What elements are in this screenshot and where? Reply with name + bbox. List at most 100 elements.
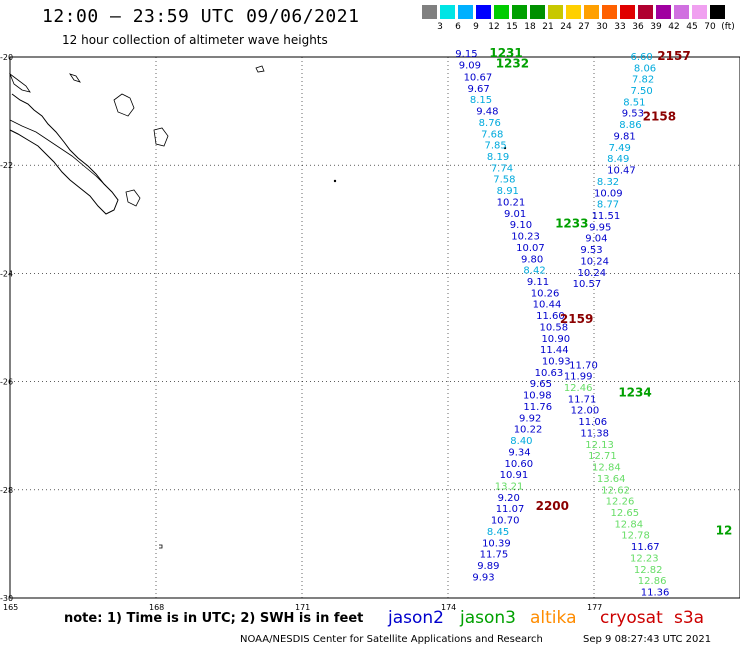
wave-height-value: 10.39	[482, 538, 511, 549]
pass-number-label: 2200	[536, 499, 569, 513]
wave-height-value: 11.75	[480, 550, 509, 561]
legend-altika: altika	[530, 608, 577, 628]
wave-height-value: 11.07	[496, 504, 525, 515]
pass-number-label: 1234	[618, 385, 651, 399]
island-north	[9, 72, 31, 93]
wave-height-value: 8.86	[619, 120, 641, 131]
pass-number-label: 1232	[496, 56, 529, 70]
pass-number-label: 2158	[643, 110, 676, 124]
wave-height-value: 11.36	[641, 588, 670, 599]
wave-height-value: 8.91	[497, 186, 519, 197]
wave-height-value: 10.07	[516, 243, 545, 254]
wave-height-value: 10.21	[497, 197, 526, 208]
wave-height-value: 7.58	[493, 175, 515, 186]
wave-height-value: 12.62	[601, 485, 630, 496]
wave-height-value: 10.63	[535, 368, 564, 379]
map-grid	[10, 57, 740, 598]
wave-height-value: 9.95	[589, 222, 611, 233]
island-walpole	[255, 65, 265, 73]
scale-label: 33	[614, 22, 626, 32]
scale-swatch	[620, 5, 635, 19]
wave-height-value: 10.60	[504, 459, 533, 470]
wave-height-value: 11.44	[540, 345, 569, 356]
wave-height-value: 10.57	[573, 279, 602, 290]
wave-height-value: 12.84	[592, 463, 621, 474]
scale-swatch	[494, 5, 509, 19]
latitude-label: -24	[0, 269, 13, 278]
scale-swatch	[674, 5, 689, 19]
scale-label: 9	[473, 22, 479, 32]
scale-label: 18	[524, 22, 536, 32]
wave-height-value: 8.49	[607, 154, 629, 165]
scale-label: 24	[560, 22, 572, 32]
wave-height-value: 12.13	[585, 440, 614, 451]
wave-height-value: 9.89	[477, 561, 499, 572]
legend-jason2: jason2	[388, 608, 444, 628]
wave-height-value: 9.04	[585, 234, 607, 245]
islet-south	[159, 544, 163, 549]
wave-height-value: 9.53	[622, 109, 644, 120]
wave-height-value: 11.06	[578, 417, 607, 428]
wave-height-value: 7.50	[631, 86, 653, 97]
wave-height-value: 9.20	[498, 493, 520, 504]
wave-height-value: 8.51	[623, 97, 645, 108]
map-subtitle: 12 hour collection of altimeter wave hei…	[62, 33, 328, 47]
wave-height-value: 11.67	[631, 542, 660, 553]
wave-height-value: 11.71	[568, 394, 597, 405]
isle-of-pines	[125, 189, 141, 207]
scale-swatch	[602, 5, 617, 19]
wave-height-value: 10.23	[511, 232, 540, 243]
new-caledonia-reef	[9, 119, 107, 187]
wave-height-value: 7.68	[481, 129, 503, 140]
credit-line: NOAA/NESDIS Center for Satellite Applica…	[240, 634, 543, 645]
wave-height-value: 8.06	[634, 63, 656, 74]
latitude-label: -28	[0, 486, 13, 495]
wave-height-value: 9.67	[467, 84, 489, 95]
scale-swatch	[548, 5, 563, 19]
wave-height-value: 12.26	[606, 497, 635, 508]
wave-height-value: 9.15	[455, 49, 477, 60]
island-lifou	[113, 93, 135, 117]
wave-height-value: 12.82	[634, 565, 663, 576]
wave-height-value: 10.26	[531, 288, 560, 299]
wave-height-value: 11.38	[580, 428, 609, 439]
scale-label: 6	[455, 22, 461, 32]
scale-label: 12	[488, 22, 500, 32]
wave-height-value: 9.48	[476, 107, 498, 118]
wave-height-value: 12.46	[564, 383, 593, 394]
scale-label: 15	[506, 22, 518, 32]
wave-height-value: 12.23	[630, 553, 659, 564]
wave-height-value: 10.70	[491, 516, 520, 527]
latitude-label: -26	[0, 378, 13, 387]
island-ouvea	[69, 73, 81, 83]
longitude-label: 174	[441, 603, 456, 612]
wave-height-value: 10.24	[577, 268, 606, 279]
wave-height-value: 12.86	[638, 576, 667, 587]
wave-height-value: 8.32	[597, 177, 619, 188]
scale-label: (ft)	[721, 22, 735, 32]
wave-height-value: 8.19	[487, 152, 509, 163]
wave-height-value: 7.85	[485, 141, 507, 152]
wave-height-value: 7.82	[632, 75, 654, 86]
scale-label: 21	[542, 22, 554, 32]
wave-height-value: 12.78	[621, 531, 650, 542]
scale-label: 45	[686, 22, 698, 32]
wave-height-value: 10.47	[607, 166, 636, 177]
wave-height-value: 10.44	[533, 300, 562, 311]
scale-swatch	[530, 5, 545, 19]
scale-label: 39	[650, 22, 662, 32]
scale-swatch	[512, 5, 527, 19]
wave-height-value: 8.45	[487, 527, 509, 538]
wave-height-value: 10.98	[523, 391, 552, 402]
latitude-label: -22	[0, 161, 13, 170]
latitude-label: -20	[0, 53, 13, 62]
wave-height-value: 9.53	[580, 245, 602, 256]
wave-height-value: 11.60	[536, 311, 565, 322]
wave-height-value: 9.65	[530, 379, 552, 390]
wave-height-value: 11.70	[569, 360, 598, 371]
scale-swatch	[638, 5, 653, 19]
wave-height-observations: 9.159.0910.679.678.159.488.767.687.858.1…	[455, 49, 669, 598]
scale-swatch	[422, 5, 437, 19]
